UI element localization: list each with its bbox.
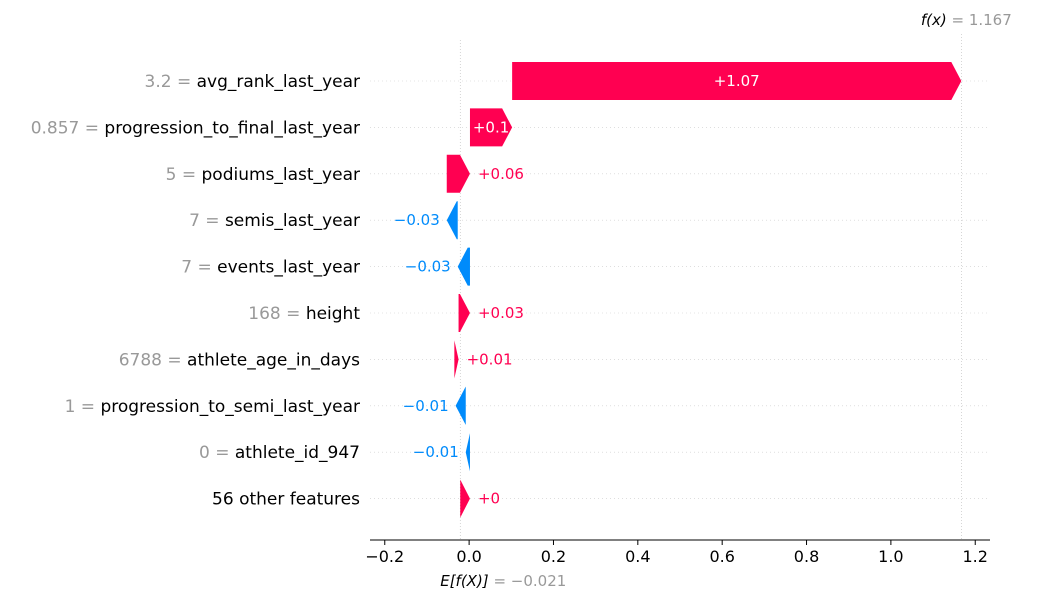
feature-label: 3.2 = avg_rank_last_year [145, 72, 360, 92]
feature-label: 168 = height [248, 304, 360, 324]
feature-name: progression_to_semi_last_year [100, 397, 360, 417]
feature-value: 5 = [166, 165, 196, 185]
contribution-bar [455, 386, 466, 425]
x-tick-label: 0.8 [794, 547, 819, 566]
feature-value: 0 = [199, 443, 229, 463]
x-tick-label: 0.0 [456, 547, 481, 566]
feature-name: events_last_year [217, 258, 360, 278]
feature-label: 7 = events_last_year [181, 258, 360, 278]
contribution-label: +0.06 [478, 165, 524, 183]
feature-label: 5 = podiums_last_year [166, 165, 360, 185]
feature-value: 6788 = [119, 350, 182, 370]
contribution-label: +0 [478, 490, 500, 508]
feature-name: athlete_id_947 [235, 443, 360, 463]
contribution-label: −0.03 [394, 211, 440, 229]
feature-label: 0 = athlete_id_947 [199, 443, 360, 463]
feature-name: podiums_last_year [202, 165, 361, 185]
contribution-label: −0.01 [413, 443, 459, 461]
contribution-bar [446, 201, 458, 240]
base-value: = −0.021 [489, 572, 567, 590]
feature-value: 0.857 = [31, 118, 99, 138]
x-tick-label: −0.2 [365, 547, 404, 566]
contribution-label: −0.03 [405, 258, 451, 276]
contribution-bar [512, 62, 962, 100]
feature-name: 56 other features [212, 490, 360, 510]
contribution-bar [465, 433, 470, 472]
x-tick-label: 0.2 [541, 547, 566, 566]
contribution-label: +0.03 [478, 304, 524, 322]
feature-label: 7 = semis_last_year [189, 211, 360, 231]
base-label: E[f(X)] [440, 572, 489, 590]
contribution-label: +0.01 [467, 350, 513, 368]
output-value: = 1.167 [947, 11, 1012, 29]
feature-label: 56 other features [212, 490, 360, 510]
feature-value: 7 = [181, 258, 211, 278]
feature-value: 3.2 = [145, 72, 192, 92]
feature-name: height [306, 304, 361, 324]
feature-name: avg_rank_last_year [197, 72, 360, 92]
feature-label: 0.857 = progression_to_final_last_year [31, 118, 360, 138]
contribution-bar [454, 340, 459, 379]
base-value-annotation: E[f(X)] = −0.021 [440, 572, 566, 590]
contribution-bar [458, 294, 470, 332]
output-value-annotation: f(x) = 1.167 [921, 11, 1012, 29]
x-tick-label: 0.6 [709, 547, 734, 566]
output-label: f(x) [921, 11, 947, 29]
contribution-bar [460, 479, 470, 518]
contribution-label: +0.1 [473, 118, 509, 136]
feature-value: 7 = [189, 211, 219, 231]
feature-label: 1 = progression_to_semi_last_year [65, 397, 360, 417]
feature-name: athlete_age_in_days [187, 350, 360, 370]
x-tick-label: 1.0 [878, 547, 903, 566]
contribution-bar [469, 108, 513, 147]
feature-label: 6788 = athlete_age_in_days [119, 350, 360, 370]
contribution-bar [457, 247, 470, 286]
contribution-label: +1.07 [714, 72, 760, 90]
x-tick-label: 1.2 [963, 547, 988, 566]
contribution-label: −0.01 [403, 397, 449, 415]
feature-name: progression_to_final_last_year [104, 118, 360, 138]
x-tick-label: 0.4 [625, 547, 650, 566]
contribution-bar [446, 154, 470, 193]
feature-value: 168 = [248, 304, 300, 324]
feature-value: 1 = [65, 397, 95, 417]
feature-name: semis_last_year [225, 211, 360, 231]
